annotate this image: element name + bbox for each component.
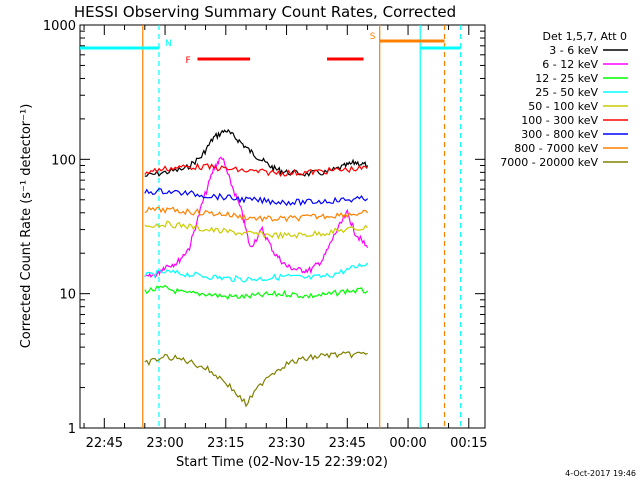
x-tick-label: 22:45 [86, 436, 123, 451]
legend-label: 100 - 300 keV [521, 114, 598, 127]
y-axis-label: Corrected Count Rate (s⁻¹ detector⁻¹) [19, 104, 34, 349]
legend-label: 7000 - 20000 keV [500, 156, 598, 169]
plot-area [79, 24, 486, 429]
flag-label: F [185, 56, 190, 66]
legend-label: 50 - 100 keV [528, 100, 598, 113]
flag-label: S [370, 32, 376, 42]
status-flags: N F S [80, 32, 461, 66]
legend-label: 12 - 25 keV [535, 72, 598, 85]
plot-frame [79, 24, 486, 429]
y-tick-label: 1000 [43, 19, 76, 34]
y-tick-label: 100 [51, 153, 76, 168]
series-line [144, 156, 369, 279]
legend-label: 25 - 50 keV [535, 86, 598, 99]
x-axis: 22:45 23:00 23:15 23:30 23:45 00:00 00:15 [83, 25, 488, 451]
x-axis-label: Start Time (02-Nov-15 22:39:02) [176, 455, 388, 470]
vertical-markers [142, 25, 462, 428]
legend-label: 6 - 12 keV [542, 58, 598, 71]
x-tick-label: 23:15 [207, 436, 244, 451]
x-tick-label: 23:45 [329, 436, 366, 451]
footer-timestamp: 4-Oct-2017 19:46 [565, 469, 636, 478]
series-line [144, 284, 369, 301]
legend-title: Det 1,5,7, Att 0 [543, 30, 627, 43]
chart-title: HESSI Observing Summary Count Rates, Cor… [74, 3, 456, 21]
x-tick-label: 00:00 [389, 436, 426, 451]
series-line [144, 206, 369, 223]
y-axis: 1 10 100 1000 [43, 19, 485, 437]
series-line [144, 188, 369, 207]
series-line [144, 162, 368, 178]
y-tick-label: 1 [68, 422, 76, 437]
y-tick-label: 10 [59, 288, 76, 303]
flag-label: N [165, 39, 172, 49]
series-lines [144, 128, 369, 408]
legend-label: 300 - 800 keV [521, 128, 598, 141]
series-line [144, 262, 369, 283]
legend-label: 3 - 6 keV [549, 44, 598, 57]
series-line [144, 351, 368, 408]
x-tick-label: 23:30 [268, 436, 305, 451]
legend-label: 800 - 7000 keV [514, 142, 598, 155]
series-line [144, 220, 369, 240]
x-tick-label: 23:00 [146, 436, 183, 451]
x-tick-label: 00:15 [450, 436, 487, 451]
